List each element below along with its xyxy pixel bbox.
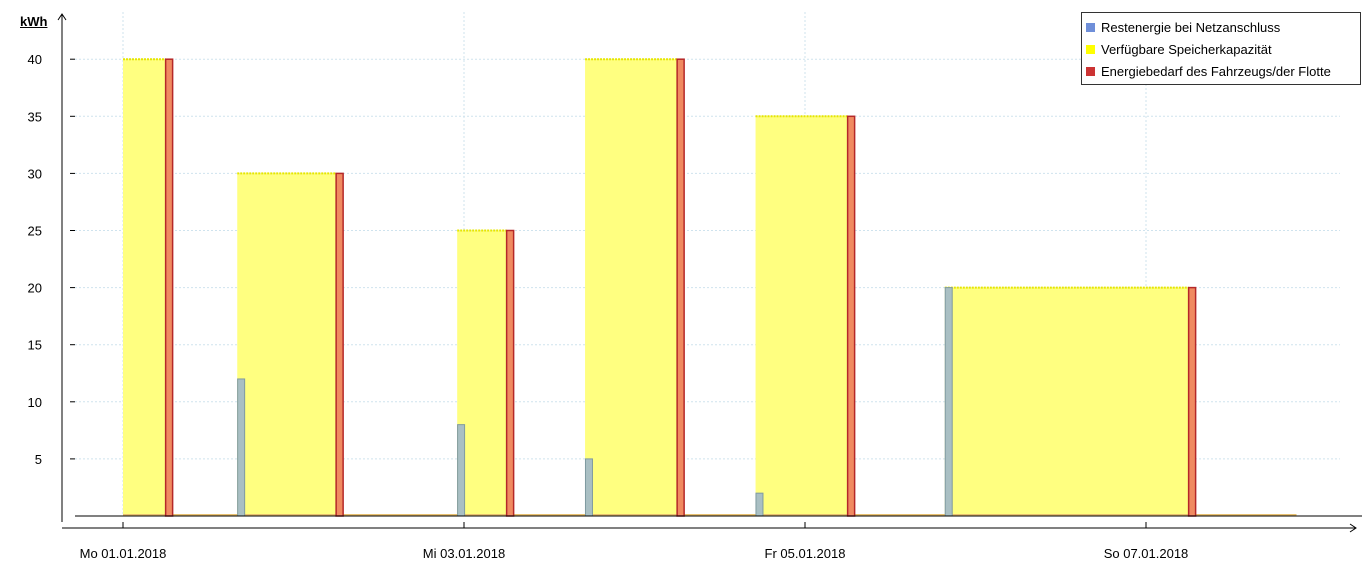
x-tick-label: Mo 01.01.2018 (80, 546, 167, 561)
legend-label-capacity: Verfügbare Speicherkapazität (1101, 41, 1272, 57)
legend-item-capacity: Verfügbare Speicherkapazität (1086, 39, 1272, 59)
residual-bar (237, 378, 246, 517)
capacity-series (123, 58, 1297, 517)
demand-bar (676, 58, 685, 517)
baseline-strip (123, 514, 1297, 516)
y-tick-label: 35 (28, 109, 42, 124)
residual-bar (944, 287, 953, 517)
demand-bar (335, 172, 344, 517)
demand-bar (505, 229, 515, 517)
y-tick-label: 10 (28, 395, 42, 410)
demand-bar (1187, 286, 1197, 517)
y-tick-label: 15 (28, 338, 42, 353)
capacity-bar (123, 59, 166, 516)
legend-item-demand: Energiebedarf des Fahrzeugs/der Flotte (1086, 61, 1331, 81)
capacity-bar (944, 287, 1189, 516)
y-axis-arrow (57, 13, 67, 21)
y-tick-label: 30 (28, 166, 42, 181)
capacity-bar (237, 173, 337, 516)
legend-swatch-demand (1086, 66, 1095, 76)
capacity-bar (755, 116, 848, 517)
axes (57, 13, 1362, 533)
x-tick-label: Mi 03.01.2018 (423, 546, 505, 561)
x-tick-label: Fr 05.01.2018 (765, 546, 846, 561)
x-axis-arrow (1349, 523, 1357, 533)
residual-bar (584, 458, 593, 517)
x-tick-label: So 07.01.2018 (1104, 546, 1189, 561)
legend-label-demand: Energiebedarf des Fahrzeugs/der Flotte (1101, 63, 1331, 79)
legend: Restenergie bei Netzanschluss Verfügbare… (1081, 12, 1361, 85)
legend-label-residual: Restenergie bei Netzanschluss (1101, 19, 1281, 35)
x-axis-ticks: Mo 01.01.2018 Mi 03.01.2018 Fr 05.01.2018 S… (80, 522, 1189, 561)
legend-swatch-capacity (1086, 44, 1095, 54)
y-tick-label: 5 (35, 452, 42, 467)
residual-series (237, 287, 953, 517)
y-tick-label: 25 (28, 224, 42, 239)
demand-bar (846, 115, 856, 517)
y-tick-label: 40 (28, 52, 42, 67)
legend-swatch-residual (1086, 22, 1095, 32)
capacity-bar (457, 230, 507, 516)
residual-bar (755, 492, 764, 517)
residual-bar (457, 424, 466, 517)
capacity-bar (585, 59, 678, 516)
y-axis-ticks: 5 10 15 20 25 30 35 40 (28, 52, 75, 467)
y-tick-label: 20 (28, 281, 42, 296)
y-axis-unit-label: kWh (20, 14, 48, 29)
demand-bar (164, 58, 174, 517)
legend-item-residual: Restenergie bei Netzanschluss (1086, 17, 1280, 37)
